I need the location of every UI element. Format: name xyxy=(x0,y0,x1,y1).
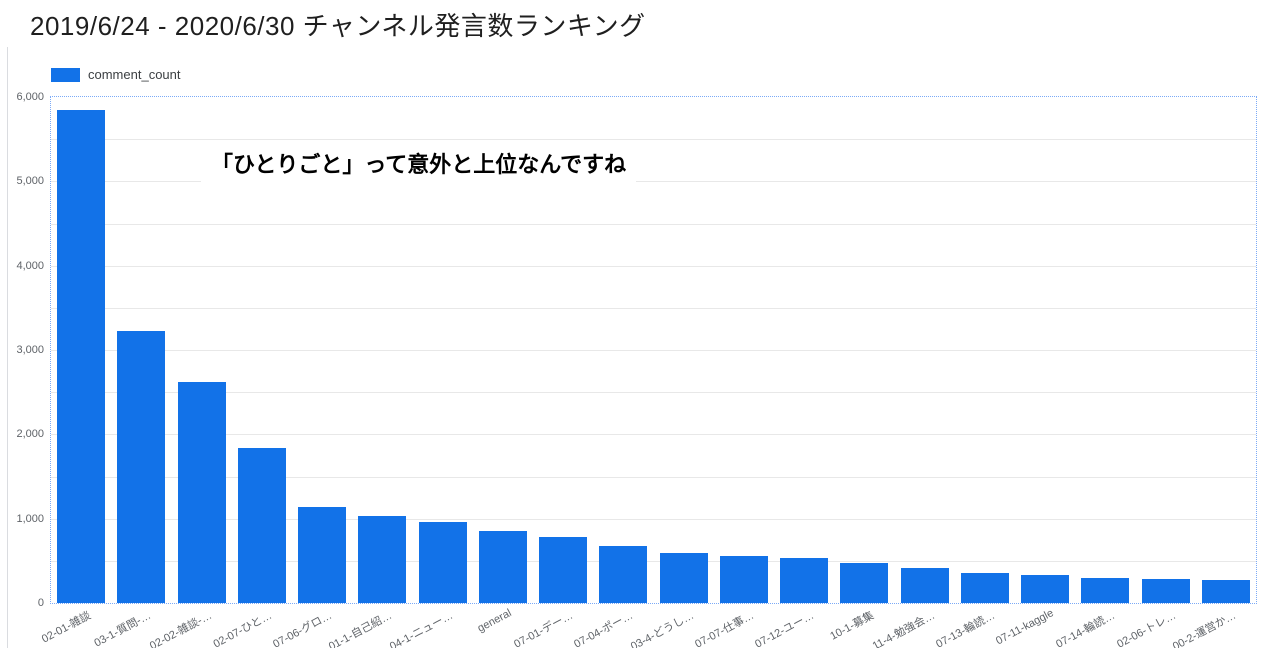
widget-left-border xyxy=(7,47,8,648)
gridline xyxy=(51,265,1256,267)
bar[interactable] xyxy=(298,506,347,603)
y-axis-label: 3,000 xyxy=(16,344,44,356)
gridline xyxy=(51,139,1256,141)
bar[interactable] xyxy=(719,555,768,603)
bar[interactable] xyxy=(1021,575,1070,603)
bar[interactable] xyxy=(659,553,708,603)
legend-item-label: comment_count xyxy=(88,67,181,82)
bar[interactable] xyxy=(539,537,588,603)
gridline xyxy=(51,434,1256,436)
chart-plot-area[interactable]: 「ひとりごと」って意外と上位なんですね xyxy=(50,96,1257,604)
legend[interactable]: comment_count xyxy=(51,67,181,82)
bar[interactable] xyxy=(900,567,949,603)
bar[interactable] xyxy=(117,330,166,603)
gridline xyxy=(51,560,1256,562)
bar[interactable] xyxy=(478,531,527,603)
y-axis-label: 0 xyxy=(37,597,44,609)
gridline xyxy=(51,307,1256,309)
y-axis-label: 1,000 xyxy=(16,512,44,525)
bar[interactable] xyxy=(418,522,467,603)
bar[interactable] xyxy=(237,447,286,603)
y-axis-label: 6,000 xyxy=(16,91,44,103)
gridline xyxy=(51,350,1256,351)
bar[interactable] xyxy=(780,557,829,603)
bar[interactable] xyxy=(599,545,648,603)
bar[interactable] xyxy=(1201,579,1250,603)
gridline xyxy=(51,476,1256,478)
gridline xyxy=(51,518,1256,520)
y-axis-label: 2,000 xyxy=(16,428,44,441)
gridline xyxy=(51,223,1256,225)
gridline xyxy=(51,392,1256,394)
bar[interactable] xyxy=(960,572,1009,603)
gridline xyxy=(51,181,1256,183)
y-axis-label: 4,000 xyxy=(16,259,44,272)
bar[interactable] xyxy=(358,516,407,603)
bar[interactable] xyxy=(57,109,106,603)
page-title: 2019/6/24 - 2020/6/30 チャンネル発言数ランキング xyxy=(30,11,646,41)
y-axis-label: 5,000 xyxy=(16,175,44,188)
annotation-text: 「ひとりごと」って意外と上位なんですね xyxy=(201,144,637,182)
bar[interactable] xyxy=(1141,579,1190,603)
bar[interactable] xyxy=(177,382,226,603)
legend-swatch-icon xyxy=(51,67,80,82)
bar[interactable] xyxy=(1081,577,1130,603)
bar[interactable] xyxy=(840,563,889,603)
